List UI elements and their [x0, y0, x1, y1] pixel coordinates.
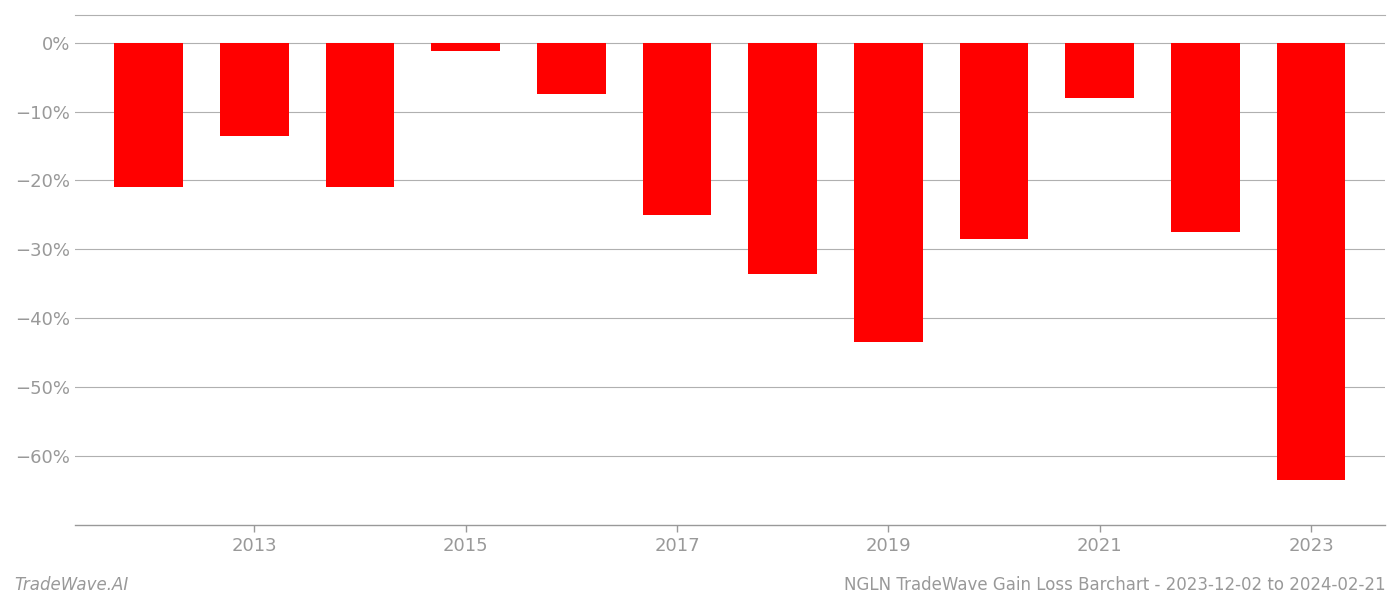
Bar [960, 43, 1029, 239]
Bar [854, 43, 923, 343]
Bar [220, 43, 288, 136]
Bar [1065, 43, 1134, 98]
Bar [115, 43, 183, 187]
Bar [431, 43, 500, 51]
Bar [326, 43, 395, 187]
Bar [538, 43, 606, 94]
Bar [1170, 43, 1240, 232]
Bar [1277, 43, 1345, 481]
Text: NGLN TradeWave Gain Loss Barchart - 2023-12-02 to 2024-02-21: NGLN TradeWave Gain Loss Barchart - 2023… [844, 576, 1386, 594]
Text: TradeWave.AI: TradeWave.AI [14, 576, 129, 594]
Bar [643, 43, 711, 215]
Bar [749, 43, 818, 274]
